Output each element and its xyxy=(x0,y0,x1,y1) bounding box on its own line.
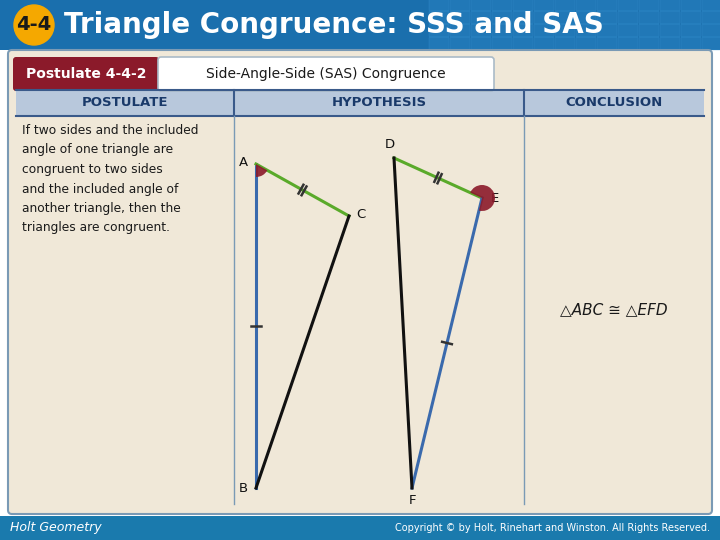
Text: 4-4: 4-4 xyxy=(17,16,52,35)
FancyBboxPatch shape xyxy=(8,50,712,514)
Text: A: A xyxy=(238,156,248,168)
Text: Triangle Congruence: SSS and SAS: Triangle Congruence: SSS and SAS xyxy=(64,11,604,39)
FancyBboxPatch shape xyxy=(660,37,680,50)
FancyBboxPatch shape xyxy=(555,37,575,50)
FancyBboxPatch shape xyxy=(513,24,533,37)
FancyBboxPatch shape xyxy=(450,11,470,24)
FancyBboxPatch shape xyxy=(492,11,512,24)
Wedge shape xyxy=(470,185,495,211)
Wedge shape xyxy=(256,164,267,177)
Text: Holt Geometry: Holt Geometry xyxy=(10,522,102,535)
FancyBboxPatch shape xyxy=(681,37,701,50)
Text: Side-Angle-Side (SAS) Congruence: Side-Angle-Side (SAS) Congruence xyxy=(206,67,446,81)
FancyBboxPatch shape xyxy=(639,11,659,24)
Text: Copyright © by Holt, Rinehart and Winston. All Rights Reserved.: Copyright © by Holt, Rinehart and Winsto… xyxy=(395,523,710,533)
FancyBboxPatch shape xyxy=(618,37,638,50)
FancyBboxPatch shape xyxy=(429,37,449,50)
FancyBboxPatch shape xyxy=(702,24,720,37)
FancyBboxPatch shape xyxy=(534,0,554,11)
Text: Postulate 4-4-2: Postulate 4-4-2 xyxy=(26,67,146,81)
FancyBboxPatch shape xyxy=(660,0,680,11)
Text: △ABC ≅ △EFD: △ABC ≅ △EFD xyxy=(560,302,668,318)
FancyBboxPatch shape xyxy=(471,37,491,50)
FancyBboxPatch shape xyxy=(429,0,449,11)
FancyBboxPatch shape xyxy=(534,11,554,24)
FancyBboxPatch shape xyxy=(681,24,701,37)
Text: HYPOTHESIS: HYPOTHESIS xyxy=(331,97,426,110)
Text: E: E xyxy=(491,192,499,205)
Bar xyxy=(0,0,720,50)
FancyBboxPatch shape xyxy=(702,37,720,50)
FancyBboxPatch shape xyxy=(660,11,680,24)
FancyBboxPatch shape xyxy=(681,0,701,11)
FancyBboxPatch shape xyxy=(597,0,617,11)
FancyBboxPatch shape xyxy=(450,0,470,11)
FancyBboxPatch shape xyxy=(492,0,512,11)
FancyBboxPatch shape xyxy=(555,11,575,24)
FancyBboxPatch shape xyxy=(492,37,512,50)
FancyBboxPatch shape xyxy=(576,24,596,37)
FancyBboxPatch shape xyxy=(681,11,701,24)
FancyBboxPatch shape xyxy=(13,57,159,91)
Bar xyxy=(0,516,720,540)
Text: C: C xyxy=(356,207,366,220)
FancyBboxPatch shape xyxy=(576,11,596,24)
Text: If two sides and the included
angle of one triangle are
congruent to two sides
a: If two sides and the included angle of o… xyxy=(22,124,199,234)
FancyBboxPatch shape xyxy=(555,24,575,37)
FancyBboxPatch shape xyxy=(471,24,491,37)
Text: D: D xyxy=(385,138,395,152)
FancyBboxPatch shape xyxy=(597,11,617,24)
FancyBboxPatch shape xyxy=(450,37,470,50)
FancyBboxPatch shape xyxy=(639,37,659,50)
FancyBboxPatch shape xyxy=(450,24,470,37)
Circle shape xyxy=(14,5,54,45)
FancyBboxPatch shape xyxy=(471,11,491,24)
FancyBboxPatch shape xyxy=(618,11,638,24)
FancyBboxPatch shape xyxy=(429,24,449,37)
FancyBboxPatch shape xyxy=(597,37,617,50)
FancyBboxPatch shape xyxy=(639,0,659,11)
FancyBboxPatch shape xyxy=(513,37,533,50)
FancyBboxPatch shape xyxy=(618,24,638,37)
FancyBboxPatch shape xyxy=(534,24,554,37)
FancyBboxPatch shape xyxy=(576,37,596,50)
FancyBboxPatch shape xyxy=(534,37,554,50)
FancyBboxPatch shape xyxy=(429,11,449,24)
FancyBboxPatch shape xyxy=(555,0,575,11)
FancyBboxPatch shape xyxy=(492,24,512,37)
FancyBboxPatch shape xyxy=(158,57,494,91)
FancyBboxPatch shape xyxy=(513,0,533,11)
FancyBboxPatch shape xyxy=(660,24,680,37)
Text: POSTULATE: POSTULATE xyxy=(82,97,168,110)
FancyBboxPatch shape xyxy=(471,0,491,11)
FancyBboxPatch shape xyxy=(702,11,720,24)
Text: F: F xyxy=(408,495,415,508)
FancyBboxPatch shape xyxy=(513,11,533,24)
Text: CONCLUSION: CONCLUSION xyxy=(565,97,662,110)
FancyBboxPatch shape xyxy=(597,24,617,37)
FancyBboxPatch shape xyxy=(639,24,659,37)
Bar xyxy=(16,90,704,116)
FancyBboxPatch shape xyxy=(618,0,638,11)
Text: B: B xyxy=(238,482,248,495)
FancyBboxPatch shape xyxy=(702,0,720,11)
FancyBboxPatch shape xyxy=(576,0,596,11)
